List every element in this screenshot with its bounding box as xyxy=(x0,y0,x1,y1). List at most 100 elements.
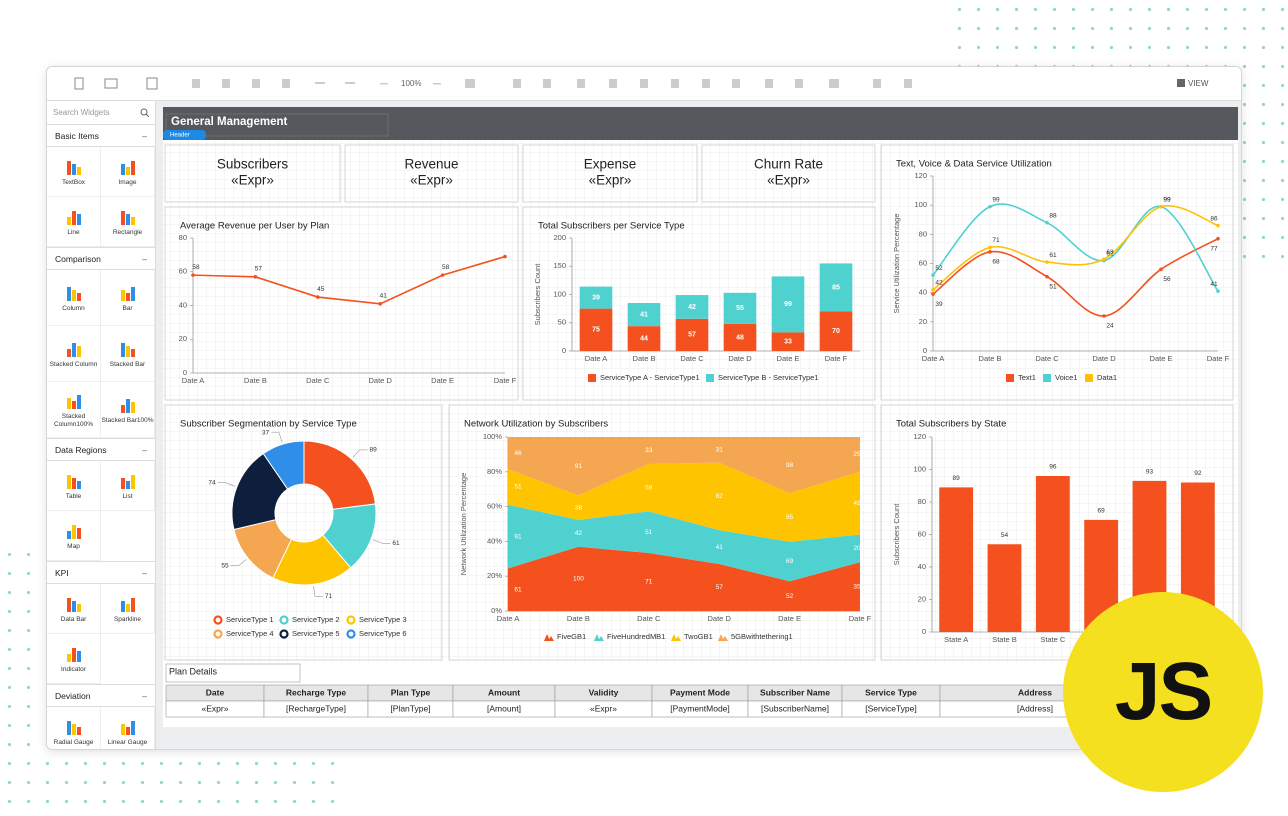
bar-segment xyxy=(627,326,661,351)
section-title: KPI xyxy=(55,567,69,578)
widget-item[interactable]: Rectangle xyxy=(101,197,155,247)
y-tick-label: 100% xyxy=(483,432,503,441)
icon-part xyxy=(66,348,71,357)
new-icon[interactable] xyxy=(74,77,84,90)
data-label: 68 xyxy=(992,259,1000,266)
data-label: 55 xyxy=(736,305,744,312)
y-tick-label: 20 xyxy=(919,317,927,326)
point xyxy=(1045,274,1049,279)
widget-item[interactable]: Stacked Bar xyxy=(101,326,155,382)
save-icon[interactable] xyxy=(146,77,158,90)
icon-part xyxy=(66,160,71,175)
widget-item[interactable]: Column xyxy=(47,270,101,326)
column-header: Date xyxy=(206,687,225,697)
data-label: 57 xyxy=(716,584,724,591)
y-tick-label: 80 xyxy=(918,497,926,506)
icon-part xyxy=(66,597,71,612)
icon-part xyxy=(76,345,81,357)
widget-item[interactable]: Sparkline xyxy=(101,584,155,634)
section-header: Comparison – xyxy=(47,247,155,270)
header-band xyxy=(163,107,1238,140)
point xyxy=(316,295,320,299)
data-label: 69 xyxy=(1098,508,1106,515)
widget-item[interactable]: Map xyxy=(47,511,101,561)
point xyxy=(253,275,258,279)
legend-marker xyxy=(279,615,289,625)
widget-item[interactable]: Linear Gauge xyxy=(101,707,155,749)
widget-item[interactable]: Radial Gauge xyxy=(47,707,101,749)
point xyxy=(988,245,992,250)
y-tick-label: 40 xyxy=(179,300,187,309)
collapse-icon: – xyxy=(142,567,147,578)
cell-text: [SubscriberName] xyxy=(761,703,829,713)
column-header: Address xyxy=(1018,687,1052,697)
data-label: 25 xyxy=(853,451,861,458)
sections: Basic Items – TextBox Image Line Rectangle Com… xyxy=(47,124,155,749)
data-label: 38 xyxy=(575,504,583,511)
y-tick-label: 20 xyxy=(179,334,187,343)
widget-item[interactable]: TextBox xyxy=(47,147,101,197)
zoom-level[interactable]: 100% xyxy=(401,79,421,88)
widget-label: List xyxy=(122,492,133,500)
legend-label: 5GBwithtethering1 xyxy=(731,632,793,641)
data-label: 51 xyxy=(1049,283,1057,290)
x-tick-label: State C xyxy=(1040,635,1066,644)
kpi-title: Churn Rate xyxy=(754,157,823,172)
view-button[interactable]: VIEW xyxy=(1188,79,1209,88)
icon-part xyxy=(76,603,81,612)
x-tick-label: Date A xyxy=(497,614,520,623)
legend-label: ServiceType B - ServiceType1 xyxy=(718,373,818,382)
legend-label: ServiceType 3 xyxy=(359,615,407,624)
legend-marker xyxy=(213,629,223,639)
point xyxy=(1216,236,1220,241)
point xyxy=(1216,289,1220,294)
widget-label: Line xyxy=(67,228,80,236)
x-tick-label: State B xyxy=(992,635,1017,644)
kpi-title: Expense xyxy=(584,157,637,172)
open-icon[interactable] xyxy=(104,78,118,89)
legend-marker xyxy=(1085,374,1093,382)
widget-item[interactable]: List xyxy=(101,461,155,511)
widget-item[interactable]: Stacked Column xyxy=(47,326,101,382)
widget-label: Data Bar xyxy=(60,615,87,623)
legend-label: ServiceType 2 xyxy=(292,615,340,624)
widget-item[interactable]: Line xyxy=(47,197,101,247)
y-axis-title: Subscribers Count xyxy=(533,263,542,326)
icon-part xyxy=(125,292,130,301)
search-box[interactable]: Search Widgets xyxy=(47,101,155,124)
widget-item[interactable]: Image xyxy=(101,147,155,197)
icon-part xyxy=(125,345,130,357)
widget-panel: Search Widgets Basic Items – TextBox Image L… xyxy=(47,101,156,749)
widget-item[interactable]: Data Bar xyxy=(47,584,101,634)
point xyxy=(1102,314,1106,318)
widget-icon xyxy=(120,286,135,301)
widget-icon xyxy=(66,597,81,612)
icon-part xyxy=(76,650,81,662)
x-tick-label: Date A xyxy=(585,354,608,363)
legend-label: FiveHundredMB1 xyxy=(607,632,665,641)
widget-item[interactable]: Stacked Bar100% xyxy=(101,382,155,438)
legend-label: ServiceType 5 xyxy=(292,629,340,638)
widget-icon xyxy=(66,524,81,539)
y-axis-title: Network Utilization Percentage xyxy=(459,473,468,576)
widget-icon xyxy=(66,160,81,175)
widget-item[interactable]: Stacked Column100% xyxy=(47,382,101,438)
line xyxy=(932,204,1219,291)
legend-label: Data1 xyxy=(1097,373,1117,382)
y-tick-label: 20 xyxy=(918,594,926,603)
data-label: 85 xyxy=(786,514,794,521)
widget-grid: Radial Gauge Linear Gauge xyxy=(47,707,155,749)
y-tick-label: 120 xyxy=(914,171,927,180)
widget-item[interactable]: Bar xyxy=(101,270,155,326)
widget-item[interactable]: Indicator xyxy=(47,634,101,684)
icon-part xyxy=(66,286,71,301)
icon-part xyxy=(71,400,76,409)
y-tick-label: 60% xyxy=(487,502,502,511)
bar-segment xyxy=(819,311,853,351)
header-tag[interactable] xyxy=(163,130,206,140)
widget-item[interactable]: Table xyxy=(47,461,101,511)
data-label: 33 xyxy=(645,447,653,454)
cell-text: «Expr» xyxy=(202,703,229,713)
chart-panel xyxy=(448,404,876,661)
point xyxy=(440,273,445,277)
